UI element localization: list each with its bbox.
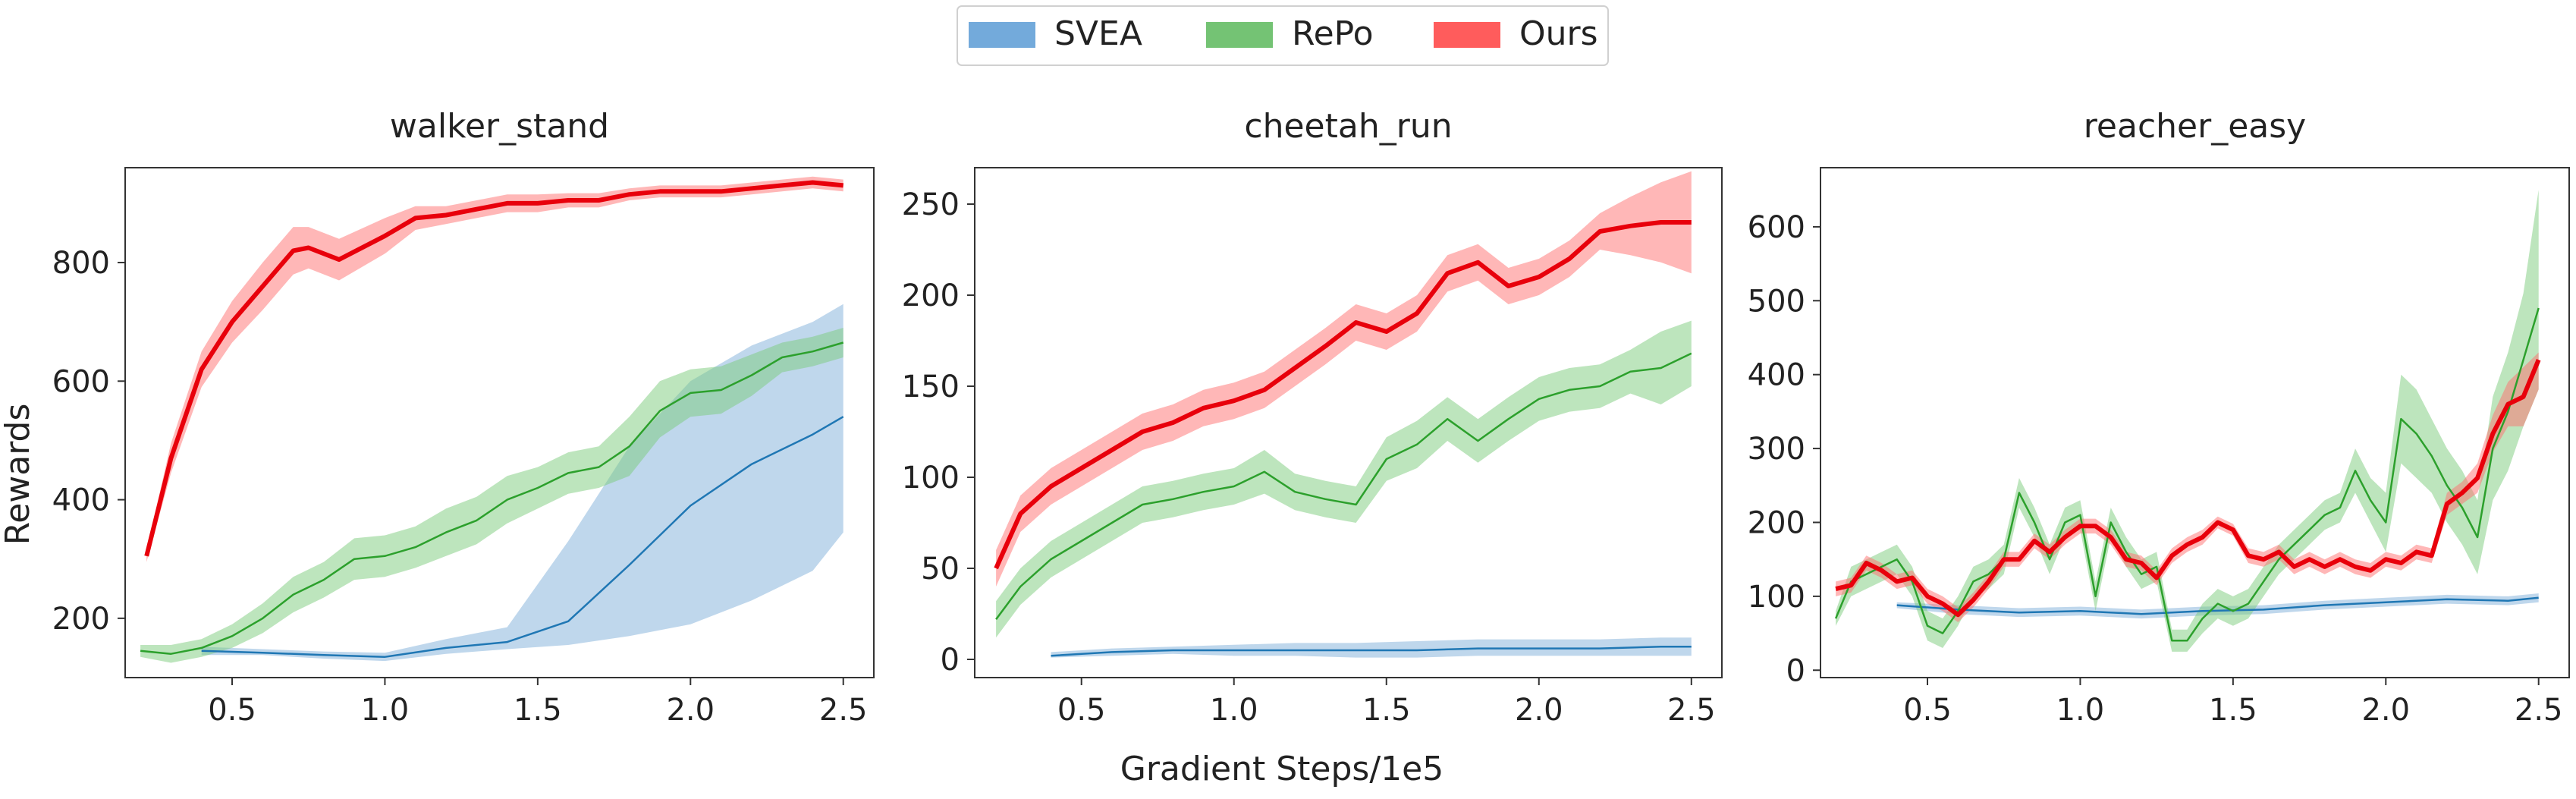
x-tick-label: 2.5 [1667, 693, 1716, 728]
panel-cheetah_run: cheetah_run 0.5 1.0 1.5 2.0 2.5 0 50 100 150 200 25… [902, 107, 1723, 728]
plot-frame [1820, 167, 2570, 678]
x-tick-label: 2.5 [819, 693, 868, 728]
y-tick-label: 0 [1786, 653, 1805, 688]
x-tick-label: 2.0 [2361, 693, 2410, 728]
legend-label-svea: SVEA [1054, 14, 1142, 53]
band-ours [1836, 352, 2539, 622]
legend-frame [957, 5, 1609, 66]
x-tick-label: 1.5 [514, 693, 562, 728]
panel-walker_stand: walker_stand 0.5 1.0 1.5 2.0 2.5 200 400 600 800 [52, 107, 875, 728]
y-tick-label: 100 [902, 461, 960, 495]
x-tick-label: 2.0 [666, 693, 715, 728]
y-tick-label: 400 [1748, 358, 1805, 393]
y-tick-label: 200 [1748, 505, 1805, 540]
line-ours [994, 220, 1692, 570]
legend-swatch-svea [969, 22, 1035, 48]
y-tick-label: 300 [1748, 432, 1805, 467]
y-tick-label: 200 [902, 278, 960, 313]
shared-x-axis-label: Gradient Steps/1e5 [1120, 750, 1444, 788]
x-tick-label: 2.0 [1515, 693, 1563, 728]
band-repo [996, 320, 1692, 638]
x-tick-label: 1.5 [1362, 693, 1411, 728]
line-svea [1051, 645, 1692, 657]
band-svea [1051, 637, 1692, 658]
line-repo [995, 352, 1692, 620]
x-tick-label: 0.5 [208, 693, 256, 728]
y-tick-label: 0 [941, 643, 960, 678]
y-tick-label: 400 [52, 483, 110, 518]
line-repo [140, 341, 844, 655]
legend-swatch-ours [1434, 22, 1500, 48]
band-ours [996, 171, 1692, 587]
legend: SVEA RePo Ours [957, 5, 1609, 66]
y-tick-label: 500 [1748, 284, 1805, 319]
y-tick-label: 250 [902, 187, 960, 222]
legend-swatch-repo [1206, 22, 1273, 48]
x-tick-label: 2.5 [2515, 693, 2563, 728]
x-tick-label: 1.0 [1210, 693, 1258, 728]
shared-y-axis-label: Rewards [0, 404, 37, 546]
chart-panels: walker_stand 0.5 1.0 1.5 2.0 2.5 200 400 600 800 c… [52, 107, 2570, 728]
line-repo [1834, 307, 2540, 642]
plot-frame [974, 167, 1723, 678]
y-tick-label: 100 [1748, 580, 1805, 615]
band-ours [146, 176, 843, 562]
legend-label-ours: Ours [1519, 14, 1598, 53]
x-tick-label: 1.0 [361, 693, 410, 728]
x-tick-label: 1.0 [2056, 693, 2105, 728]
panel-title: walker_stand [390, 107, 609, 146]
y-tick-label: 50 [921, 552, 960, 587]
band-repo [140, 328, 843, 663]
legend-label-repo: RePo [1292, 14, 1374, 53]
x-tick-label: 1.5 [2209, 693, 2257, 728]
y-tick-label: 600 [1748, 210, 1805, 245]
y-tick-label: 150 [902, 370, 960, 404]
y-tick-label: 800 [52, 246, 110, 281]
y-tick-label: 600 [52, 364, 110, 399]
x-tick-label: 0.5 [1903, 693, 1952, 728]
plot-frame [124, 167, 875, 678]
y-tick-label: 200 [52, 602, 110, 637]
x-tick-label: 0.5 [1057, 693, 1106, 728]
line-ours [144, 180, 843, 557]
panel-title: cheetah_run [1244, 107, 1452, 146]
panel-reacher_easy: reacher_easy 0.5 1.0 1.5 2.0 2.5 0 100 200 300 400… [1748, 107, 2570, 728]
line-ours [1835, 359, 2541, 618]
panel-title: reacher_easy [2084, 107, 2306, 146]
band-repo [1836, 190, 2539, 652]
line-svea [201, 416, 844, 658]
